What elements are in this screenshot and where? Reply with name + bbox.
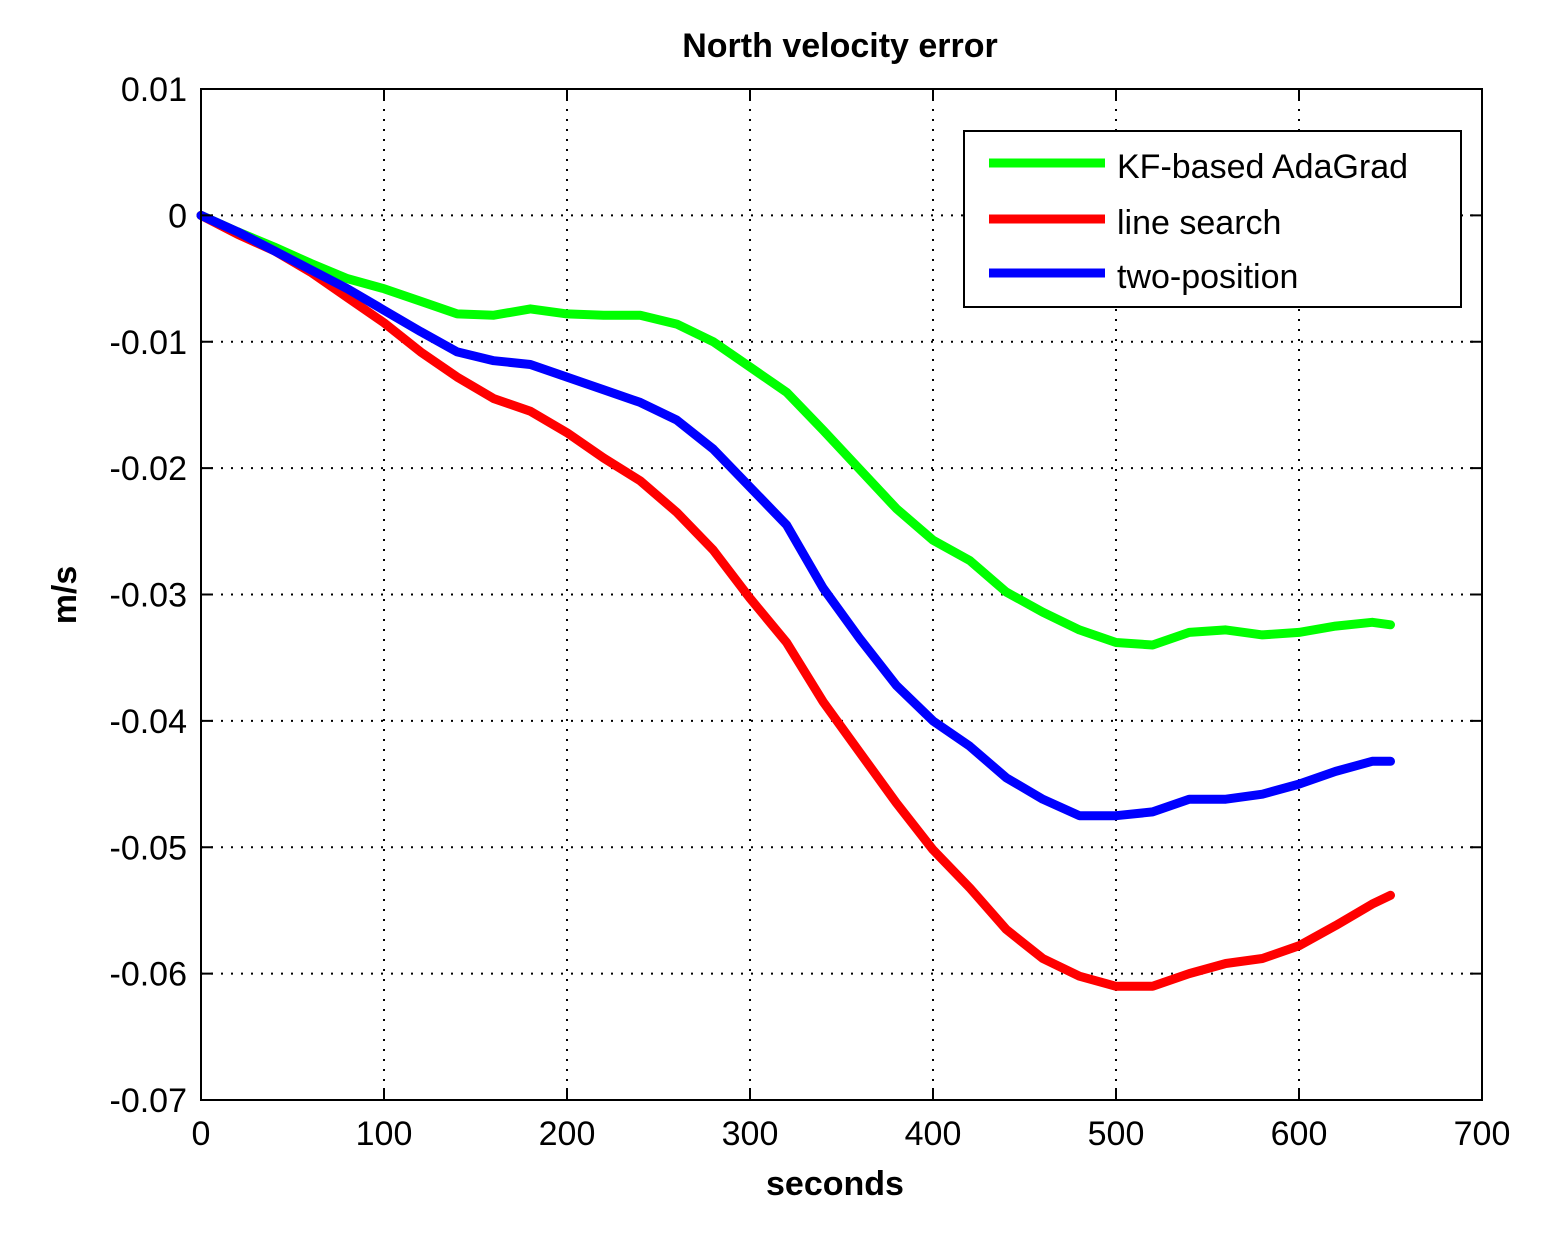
legend-label-kf-adagrad: KF-based AdaGrad (1117, 148, 1408, 186)
x-tick-label: 500 (1088, 1115, 1145, 1153)
series-line-two-position (196, 210, 1395, 821)
y-axis-label: m/s (46, 566, 84, 625)
y-tick-label: -0.03 (110, 577, 188, 615)
x-tick-label: 0 (192, 1115, 211, 1153)
y-tick-label: -0.02 (110, 450, 188, 488)
x-tick-label: 700 (1454, 1115, 1511, 1153)
y-tick-label: -0.07 (110, 1082, 188, 1120)
x-tick-label: 400 (905, 1115, 962, 1153)
x-tick-label: 600 (1271, 1115, 1328, 1153)
y-tick-label: -0.05 (110, 829, 188, 867)
y-tick-label: 0.01 (121, 71, 187, 109)
x-tick-label: 200 (539, 1115, 596, 1153)
x-axis-label: seconds (766, 1165, 904, 1203)
legend-label-two-position: two-position (1117, 258, 1298, 296)
x-tick-label: 100 (356, 1115, 413, 1153)
y-tick-labels: 0.01 0 -0.01 -0.02 -0.03 -0.04 -0.05 -0.06 -0.07 (110, 71, 188, 1120)
y-tick-label: 0 (168, 197, 187, 235)
legend: KF-based AdaGrad line search two-positio… (963, 130, 1462, 308)
series-layer (196, 210, 1395, 991)
series-line-line-search (196, 210, 1395, 991)
y-tick-label: -0.06 (110, 956, 188, 994)
legend-label-line-search: line search (1117, 204, 1281, 242)
y-tick-label: -0.01 (110, 324, 188, 362)
chart-title: North velocity error (682, 27, 998, 65)
x-tick-labels: 0 100 200 300 400 500 600 700 (192, 1115, 1511, 1153)
series-line-kf-adagrad (196, 210, 1395, 650)
ticks (200, 88, 1483, 1101)
x-tick-label: 300 (722, 1115, 779, 1153)
y-tick-label: -0.04 (110, 703, 188, 741)
